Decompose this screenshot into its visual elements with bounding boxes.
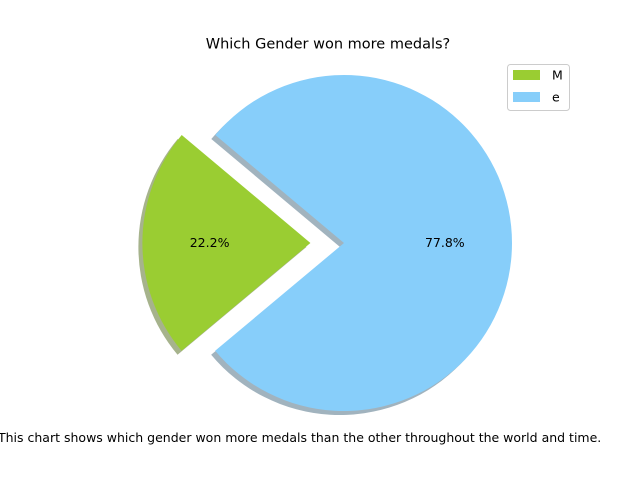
pie-percent-labels: 22.2% 77.8%	[190, 235, 465, 250]
pie-slice-m	[142, 134, 311, 351]
legend-swatch-m	[513, 70, 540, 80]
pie-slice-e	[215, 74, 512, 411]
pie-percent-label-e: 77.8%	[425, 235, 465, 250]
chart-title: Which Gender won more medals?	[206, 37, 450, 53]
legend-label-m: M	[552, 68, 563, 83]
chart-legend: M e	[507, 64, 570, 111]
pie-percent-label-m: 22.2%	[190, 235, 230, 250]
legend-swatch-e	[513, 92, 540, 102]
pie-wedge-group	[142, 74, 512, 411]
chart-caption: This chart shows which gender won more m…	[0, 430, 601, 445]
legend-label-e: e	[552, 90, 560, 105]
